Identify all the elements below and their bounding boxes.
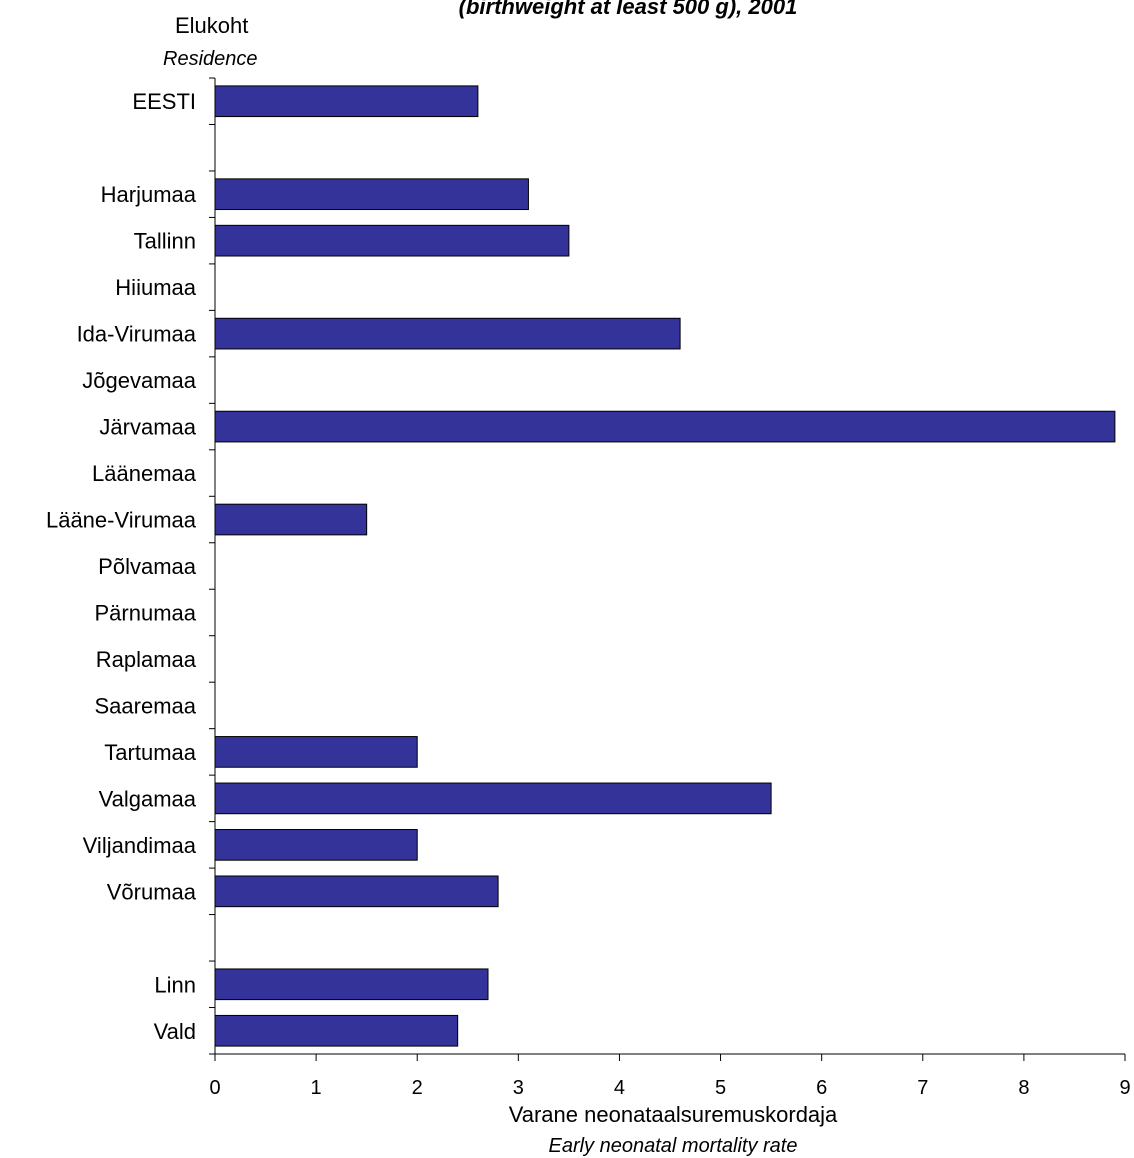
bar [214, 410, 1116, 443]
category-label: Pärnumaa [94, 600, 196, 625]
bar [214, 875, 499, 908]
category-label: EESTI [132, 89, 196, 114]
category-label: Tartumaa [104, 740, 196, 765]
category-label: Võrumaa [107, 879, 197, 904]
category-label: Põlvamaa [98, 554, 197, 579]
category-label: Läänemaa [92, 461, 197, 486]
category-label: Lääne-Virumaa [46, 508, 197, 533]
category-label: Hiiumaa [115, 275, 196, 300]
x-tick-label: 0 [209, 1077, 220, 1099]
category-label: Linn [154, 972, 196, 997]
x-tick-label: 2 [412, 1077, 423, 1099]
category-label: Järvamaa [99, 415, 196, 440]
x-axis-title: Varane neonataalsuremuskordaja [509, 1102, 838, 1127]
y-axis-title-en: Residence [163, 48, 258, 70]
category-label: Saaremaa [94, 693, 196, 718]
category-label: Ida-Virumaa [77, 322, 197, 347]
bar [214, 968, 489, 1001]
bar [214, 736, 418, 768]
category-label: Raplamaa [96, 647, 197, 672]
axes-group [209, 77, 1125, 1055]
x-tick-label: 4 [614, 1077, 625, 1099]
category-label: Tallinn [134, 229, 196, 254]
bars-group [214, 85, 1116, 1047]
x-axis-title-en: Early neonatal mortality rate [548, 1135, 797, 1157]
x-tick-label: 1 [311, 1077, 322, 1099]
category-label: Harjumaa [101, 182, 197, 207]
x-tick-label: 9 [1119, 1077, 1130, 1099]
x-tick-label: 7 [917, 1077, 928, 1099]
bar [214, 178, 529, 211]
y-axis-title: Elukoht [175, 13, 248, 38]
category-label: Jõgevamaa [82, 368, 197, 393]
x-tick-label: 6 [816, 1077, 827, 1099]
category-labels-group: EESTI Harjumaa Tallinn Hiiumaa Ida-Virumaa Jõ… [46, 89, 197, 1044]
bar [214, 85, 479, 118]
chart-title: (birthweight at least 500 g), 2001 [459, 0, 798, 19]
bar [214, 224, 570, 257]
category-label: Valgamaa [99, 786, 197, 811]
bar [214, 782, 772, 815]
x-tick-label: 3 [513, 1077, 524, 1099]
bar [214, 1014, 459, 1047]
x-tick-label: 8 [1018, 1077, 1029, 1099]
category-label: Viljandimaa [83, 833, 197, 858]
bar [214, 829, 418, 861]
x-ticks-group: 0 1 2 3 4 5 6 7 8 9 [209, 1054, 1131, 1099]
x-tick-label: 5 [715, 1077, 726, 1099]
bar [214, 317, 681, 350]
category-label: Vald [154, 1019, 196, 1044]
bar [214, 503, 368, 536]
